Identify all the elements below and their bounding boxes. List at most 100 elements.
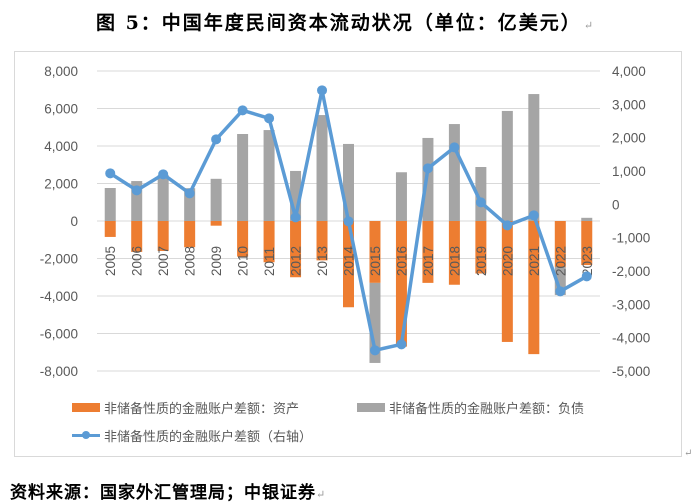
liabilities-bar [369,282,381,363]
legend-item-assets: 非储备性质的金融账户差额：资产 [72,398,299,417]
assets-bar [501,221,513,342]
liabilities-bar [475,167,487,221]
right-axis-tick: 0 [612,197,620,212]
liabilities-bar [237,134,249,221]
assets-bar [131,221,143,252]
assets-bar [343,221,354,308]
x-axis-tick: 2006 [130,246,145,276]
liabilities-bar [448,124,460,221]
net-line-marker [449,142,460,153]
right-axis-tick: 4,000 [612,64,646,79]
right-axis-tick: 2,000 [612,131,646,146]
net-line-marker [264,113,275,124]
paragraph-mark: ↵ [583,19,596,32]
assets-bar [581,221,593,266]
legend-item-net: 非储备性质的金融账户差额（右轴） [72,426,312,445]
chart-title: 图 5：中国年度民间资本流动状况（单位：亿美元） ↵ [0,8,691,35]
right-axis-tick: 1,000 [612,164,646,179]
x-axis-tick: 2005 [103,246,118,276]
x-axis-tick: 2009 [209,246,224,276]
source-text: 资料来源：国家外汇管理局；中银证券 [10,483,316,503]
liabilities-bar [263,130,275,221]
assets-bar [448,221,460,285]
liabilities-bar [316,115,328,221]
right-axis-tick: -4,000 [612,331,650,346]
x-axis-tick: 2018 [447,246,462,276]
chart-title-text: 图 5：中国年度民间资本流动状况（单位：亿美元） [95,12,582,34]
legend-label-assets: 非储备性质的金融账户差额：资产 [104,402,300,417]
chart-area [14,51,682,457]
x-axis-tick: 2013 [315,246,330,276]
liabilities-bar [343,143,354,221]
liabilities-bar [104,188,116,221]
right-axis-tick: 3,000 [612,97,646,112]
x-axis-tick: 2019 [474,246,489,276]
right-axis-tick: -2,000 [612,264,650,279]
net-line-marker [158,169,169,180]
right-axis-tick: -1,000 [612,231,650,246]
net-line-marker [290,212,301,223]
net-line-marker [528,210,539,221]
left-axis-tick: 8,000 [44,64,78,79]
x-axis-tick: 2021 [527,246,542,276]
x-axis-tick: 2015 [368,246,383,276]
source-note: 资料来源：国家外汇管理局；中银证券↵ [10,478,326,503]
net-line-marker [131,185,142,196]
x-axis-tick: 2010 [236,246,251,276]
liabilities-bar [581,217,593,221]
liabilities-bar [184,188,196,221]
x-axis-tick: 2017 [421,246,436,276]
net-line-marker [396,339,407,350]
assets-bar [395,221,407,347]
left-axis-tick: 0 [70,214,78,229]
assets-bar [475,221,487,274]
net-line-marker [237,105,248,116]
x-axis-tick: 2014 [342,245,357,276]
assets-bar [104,221,116,237]
legend-label-net: 非储备性质的金融账户差额（右轴） [104,430,313,445]
assets-bar [184,221,196,248]
liabilities-bar [290,170,302,221]
liabilities-bar [157,175,169,221]
left-axis-tick: 4,000 [44,139,78,154]
net-line-marker [369,345,380,356]
net-line-marker [422,163,433,174]
liabilities-bar [210,178,222,221]
liabilities-swatch-icon [357,403,385,412]
assets-swatch-icon [72,403,100,412]
assets-bar [263,221,275,263]
net-line-marker [502,220,513,231]
net-line-marker [317,85,328,96]
net-line-marker [211,134,222,145]
liabilities-bar [131,181,143,221]
x-axis-tick: 2023 [580,246,595,276]
left-axis-tick: -6,000 [40,327,78,342]
liabilities-bar [554,266,566,296]
right-axis-tick: -3,000 [612,297,650,312]
assets-bar [528,221,540,355]
x-axis-tick: 2022 [553,246,568,276]
x-axis-tick: 2007 [156,246,171,276]
net-line-marker [105,168,116,179]
right-axis-tick: -5,000 [612,364,650,379]
assets-bar [290,221,302,278]
assets-bar [157,221,169,251]
net-line-marker [343,216,354,227]
assets-bar [210,221,222,226]
left-axis-tick: -8,000 [40,364,78,379]
liabilities-bar [501,110,513,221]
x-axis-tick: 2016 [394,246,409,276]
x-axis-tick: 2012 [289,246,304,276]
left-axis-tick: 2,000 [44,177,78,192]
legend-label-liabilities: 非储备性质的金融账户差额：负债 [389,402,585,417]
x-axis-tick: 2011 [262,247,277,276]
assets-bar [316,221,328,261]
net-line-marker [475,197,486,208]
assets-bar [369,221,381,283]
left-axis-tick: -2,000 [40,252,78,267]
x-axis-tick: 2020 [500,246,515,276]
liabilities-bar [528,94,540,221]
assets-bar [554,221,566,267]
assets-bar [237,221,249,257]
